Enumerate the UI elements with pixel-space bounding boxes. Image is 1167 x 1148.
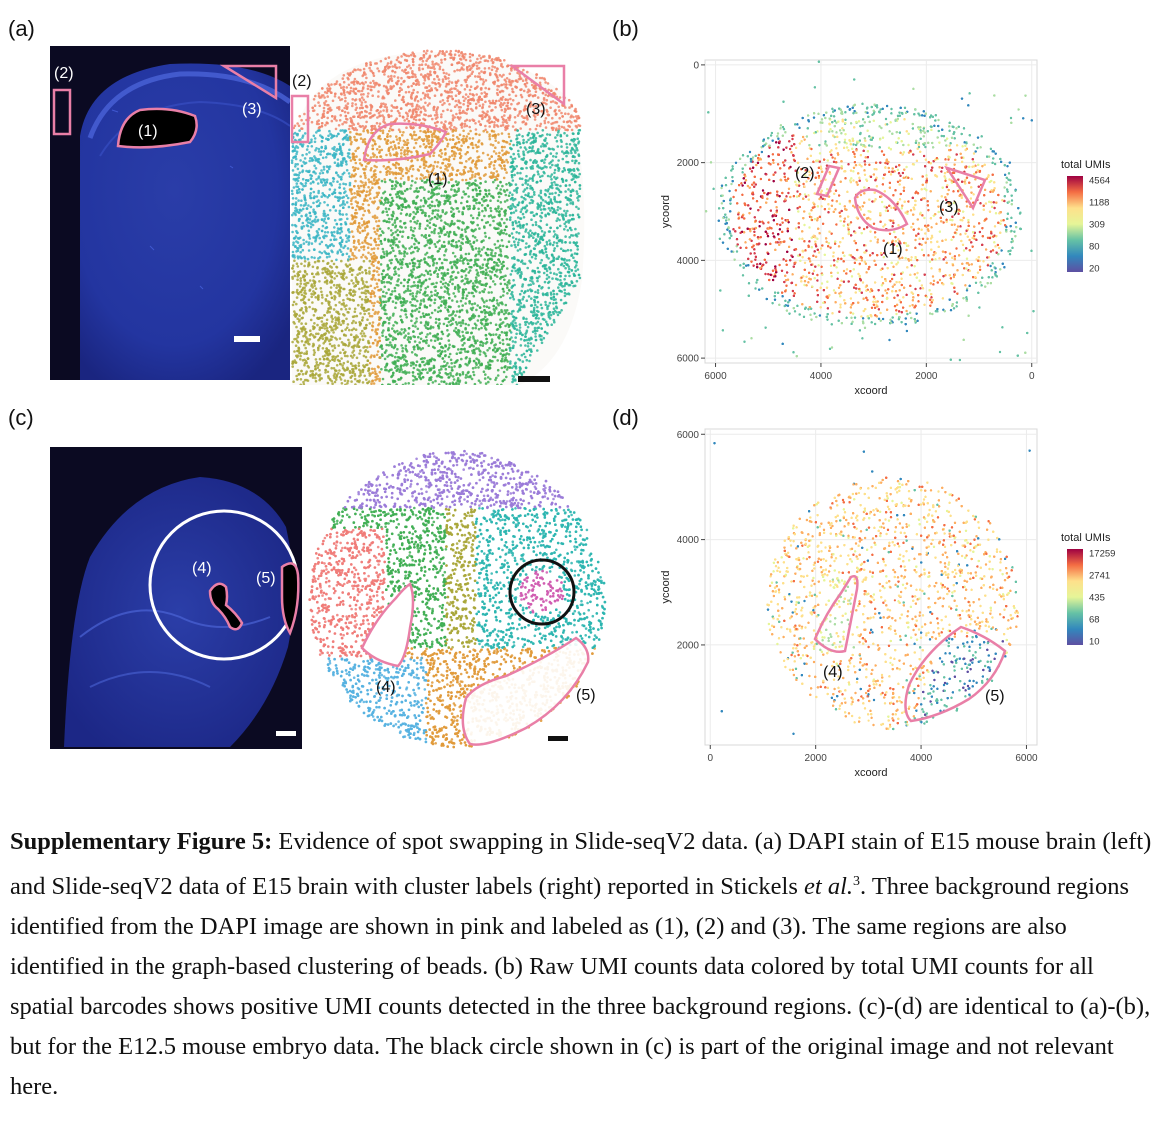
x-axis-label: xcoord [854,767,887,779]
cluster-region-1 [362,122,448,162]
background-region-5 [280,562,300,636]
axes: 6000 4000 2000 0 0 2000 4000 6000 xcoord ycoord [660,60,1035,397]
barcode-dots [705,60,1035,362]
cluster-label-5: (5) [576,687,596,704]
legend-tick-label: 68 [1089,615,1100,626]
legend-tick-label: 4564 [1089,176,1110,187]
cluster-region-5 [461,636,590,746]
y-tick-label: 4000 [677,535,700,546]
umi-scatter-b: (1) (2) (3) 6000 4000 2000 0 0 2000 4000 6000 xc… [655,48,1155,403]
caption-title: Supplementary Figure 5: [10,828,272,855]
umi-label-4: (4) [823,664,843,681]
y-tick-label: 4000 [677,256,700,267]
umi-chart-d-svg: (4) (5) 0 2000 4000 6000 2000 4000 6000 xcoord y… [660,428,1115,779]
umi-region-5 [904,625,1007,723]
x-tick-label: 2000 [915,371,938,382]
legend-tick-label: 435 [1089,593,1105,604]
cluster-bead-dots [308,449,607,749]
cluster-label-2: (2) [292,73,312,90]
legend-tick-label: 1188 [1089,198,1109,209]
scale-bar [234,336,260,342]
background-region-2 [52,88,72,136]
x-tick-label: 2000 [805,753,828,764]
umi-chart-b-svg: (1) (2) (3) 6000 4000 2000 0 0 2000 4000 6000 xc… [660,59,1111,397]
dapi-image-e15-brain: (1) (2) (3) [50,46,290,380]
cluster-map-e15-brain: (1) (2) (3) [290,40,600,387]
background-region-1 [116,107,198,149]
region-label-5: (5) [256,570,276,587]
cluster-label-3: (3) [526,101,546,118]
umi-label-2: (2) [795,165,815,182]
dapi-image-e12-embryo: (4) (5) [50,447,302,749]
legend-colorbar [1067,176,1083,272]
cluster-label-4: (4) [376,679,396,696]
black-circle [508,558,576,626]
cluster-label-1: (1) [428,171,448,188]
grid-lines [705,60,1037,363]
x-tick-label: 0 [707,753,713,764]
cluster-region-2 [290,94,310,144]
umi-region-2 [815,164,841,198]
y-axis-label: ycoord [660,195,672,228]
panel-letter-a: (a) [8,16,35,42]
x-axis-label: xcoord [854,385,887,397]
panel-letter-c: (c) [8,405,34,431]
figure-caption: Supplementary Figure 5: Evidence of spot… [10,822,1160,1107]
axes: 0 2000 4000 6000 2000 4000 6000 xcoord ycoord [660,430,1038,779]
umi-legend: total UMIs 4564 1188 309 80 20 [1061,159,1111,275]
panel-letter-b: (b) [612,16,639,42]
grid-lines [705,429,1037,745]
legend-tick-label: 20 [1089,264,1100,275]
panel-letter-d: (d) [612,405,639,431]
dapi-image-a-svg: (1) (2) (3) [50,46,290,380]
legend-title: total UMIs [1061,159,1111,171]
caption-part2: . Three background regions identified fr… [10,873,1150,1100]
umi-scatter-d: (4) (5) 0 2000 4000 6000 2000 4000 6000 xcoord y… [655,425,1155,785]
legend-tick-label: 309 [1089,220,1105,231]
legend-colorbar [1067,549,1083,645]
region-label-2: (2) [54,65,74,82]
scale-bar [276,731,296,736]
legend-tick-label: 17259 [1089,549,1115,560]
y-tick-label: 2000 [677,158,700,169]
cluster-map-e12-embryo: (4) (5) [306,448,608,750]
caption-part1: Evidence of spot swapping in Slide-seqV2… [10,828,1151,900]
x-tick-label: 0 [1029,371,1035,382]
umi-region-4 [813,575,859,653]
umi-region-3 [944,165,987,211]
x-tick-label: 6000 [704,371,727,382]
legend-tick-label: 2741 [1089,571,1110,582]
y-tick-label: 6000 [677,354,700,365]
background-region-4 [208,582,244,631]
x-tick-label: 6000 [1015,753,1038,764]
legend-tick-label: 80 [1089,242,1100,253]
scale-bar [548,736,568,741]
y-tick-label: 2000 [677,640,700,651]
scale-bar [518,376,550,382]
y-tick-label: 0 [693,60,699,71]
cluster-region-3 [508,64,566,107]
embryo-tissue [64,477,294,747]
umi-region-1 [853,188,909,232]
region-label-3: (3) [242,101,262,118]
caption-etal: et al. [804,873,853,900]
x-tick-label: 4000 [810,371,833,382]
umi-label-1: (1) [883,241,903,258]
background-region-3 [219,64,278,101]
y-axis-label: ycoord [660,570,672,603]
umi-legend: total UMIs 17259 2741 435 68 10 [1061,532,1115,648]
cluster-map-c-svg: (4) (5) [308,449,607,749]
cluster-region-4 [360,582,415,668]
region-label-4: (4) [192,560,212,577]
caption-sup: 3 [853,874,860,889]
cluster-map-a-svg: (1) (2) (3) [290,49,585,387]
legend-title: total UMIs [1061,532,1111,544]
legend-tick-label: 10 [1089,637,1100,648]
umi-label-5: (5) [985,688,1005,705]
region-label-1: (1) [138,123,158,140]
y-tick-label: 6000 [677,430,700,441]
x-tick-label: 4000 [910,753,933,764]
dapi-image-c-svg: (4) (5) [50,447,302,749]
umi-label-3: (3) [939,199,959,216]
